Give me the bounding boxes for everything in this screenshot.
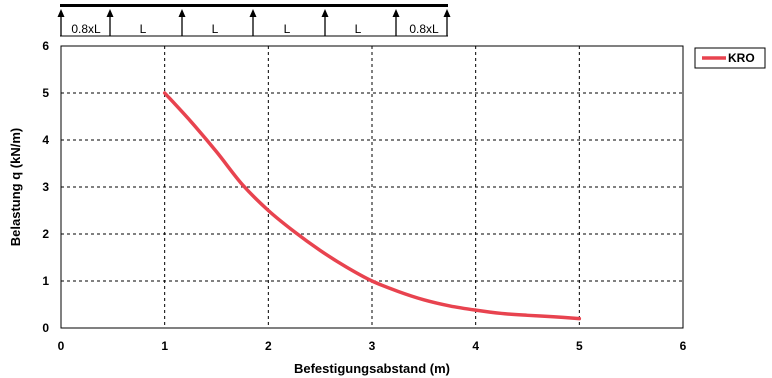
- span-diagram: 0.8xL L L L L 0.8xL: [57, 4, 451, 37]
- y-axis-title: Belastung q (kN/m): [8, 128, 23, 246]
- support-arrowhead: [249, 9, 257, 17]
- y-tick-label: 6: [42, 39, 49, 53]
- legend-box: [694, 47, 766, 69]
- support-arrowhead: [178, 9, 186, 17]
- y-tick-label: 0: [42, 321, 49, 335]
- x-tick-label: 3: [369, 339, 376, 353]
- support-arrowhead: [106, 9, 114, 17]
- span-label: 0.8xL: [71, 22, 101, 36]
- x-tick-label: 6: [680, 339, 687, 353]
- support-arrowhead: [443, 9, 451, 17]
- support-arrowhead: [57, 9, 65, 17]
- support-arrowhead: [321, 9, 329, 17]
- y-tick-label: 3: [42, 180, 49, 194]
- span-label: 0.8xL: [409, 22, 439, 36]
- x-tick-label: 1: [161, 339, 168, 353]
- legend: KRO: [694, 47, 766, 69]
- beam-bar: [60, 4, 448, 7]
- span-label: L: [355, 22, 362, 36]
- support-arrowhead: [392, 9, 400, 17]
- x-tick-label: 5: [576, 339, 583, 353]
- y-tick-labels: 0 1 2 3 4 5 6: [42, 39, 49, 335]
- y-tick-label: 4: [42, 133, 49, 147]
- x-tick-label: 0: [58, 339, 65, 353]
- series-line-kro: [162, 91, 582, 321]
- x-tick-label: 2: [265, 339, 272, 353]
- span-label: L: [212, 22, 219, 36]
- x-tick-labels: 0 1 2 3 4 5 6: [58, 339, 687, 353]
- y-tick-label: 2: [42, 227, 49, 241]
- y-tick-label: 5: [42, 86, 49, 100]
- span-label: L: [140, 22, 147, 36]
- series-group: [162, 91, 582, 321]
- legend-label-kro: KRO: [728, 51, 755, 65]
- plot-area: 0 1 2 3 4 5 6 0 1 2 3 4 5 6: [42, 39, 686, 353]
- x-axis-title: Befestigungsabstand (m): [294, 361, 450, 376]
- y-tick-label: 1: [42, 274, 49, 288]
- span-label: L: [284, 22, 291, 36]
- x-tick-label: 4: [472, 339, 479, 353]
